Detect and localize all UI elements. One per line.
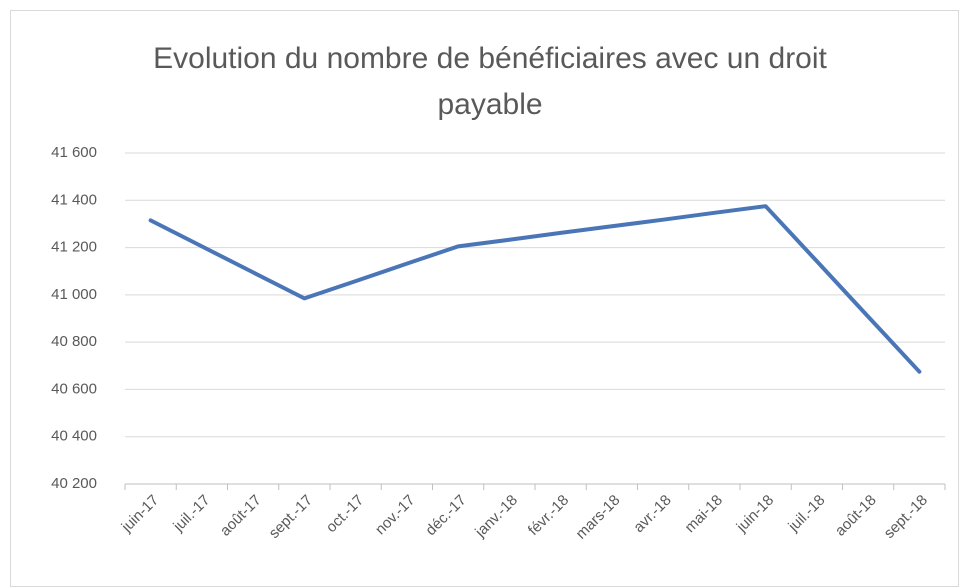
x-tick-label: avr.-18 (630, 492, 674, 536)
chart-border (10, 10, 959, 587)
x-tick-label: août-18 (832, 492, 880, 540)
y-tick-label: 40 600 (51, 380, 97, 397)
x-tick-label: sept.-17 (266, 492, 316, 542)
y-tick-label: 40 400 (51, 428, 97, 445)
x-tick-label: mai-18 (682, 492, 726, 536)
y-tick-label: 41 200 (51, 239, 97, 256)
x-tick-label: sept.-18 (881, 492, 931, 542)
x-tick-label: juil.-18 (785, 492, 829, 536)
x-tick-label: juil.-17 (170, 492, 214, 536)
y-tick-label: 40 200 (51, 475, 97, 492)
x-tick-label: oct.-17 (323, 492, 367, 536)
x-tick-label: juin-18 (733, 492, 778, 537)
x-tick-label: mars-18 (573, 492, 624, 543)
x-tick-label: févr.-18 (525, 492, 572, 539)
chart-title: Evolution du nombre de bénéficiaires ave… (153, 42, 827, 121)
y-tick-label: 40 800 (51, 333, 97, 350)
y-tick-label: 41 000 (51, 286, 97, 303)
y-tick-label: 41 400 (51, 191, 97, 208)
x-tick-label: juin-17 (118, 492, 163, 537)
x-tick-label: déc.-17 (422, 492, 469, 539)
x-tick-label: août-17 (217, 492, 265, 540)
x-tick-label: janv.-18 (471, 492, 521, 542)
line (148, 204, 922, 374)
x-tick-label: nov.-17 (372, 492, 419, 539)
y-tick-label: 41 600 (51, 144, 97, 161)
